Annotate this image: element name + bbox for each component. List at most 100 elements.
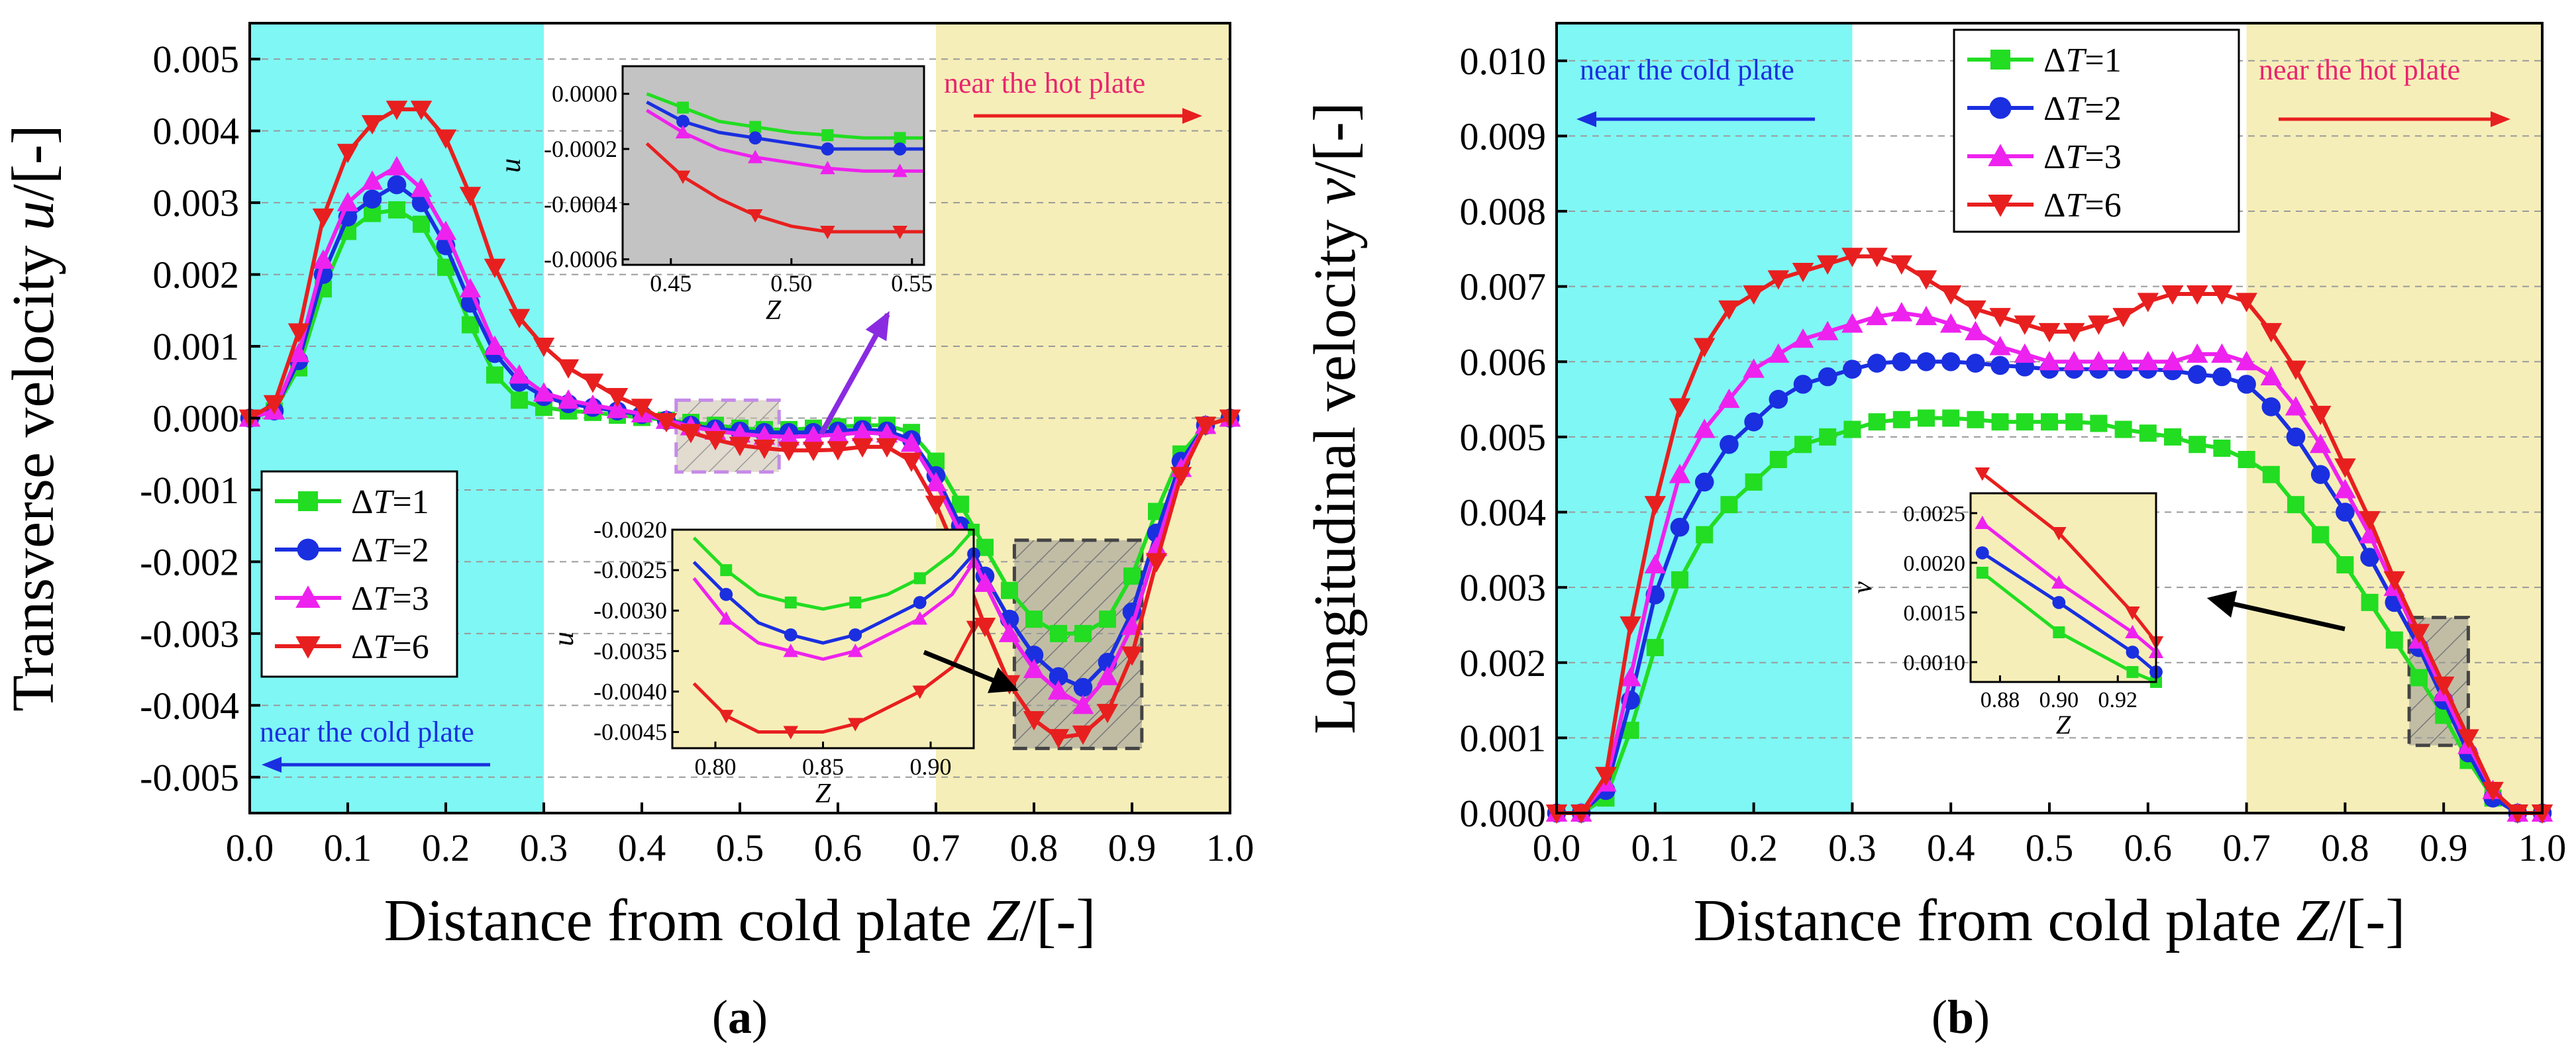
inset-point bbox=[747, 209, 763, 223]
data-point bbox=[1694, 472, 1714, 492]
data-point bbox=[263, 395, 285, 415]
data-point bbox=[2139, 424, 2157, 442]
data-point bbox=[533, 338, 555, 358]
data-point bbox=[1671, 571, 1688, 589]
legend-label: ΔT=2 bbox=[2043, 90, 2122, 128]
data-point bbox=[925, 495, 947, 515]
data-point bbox=[386, 101, 408, 121]
inset-pointer-head bbox=[865, 311, 890, 342]
data-point bbox=[1720, 496, 1738, 514]
inset-point bbox=[894, 132, 906, 144]
inset-x-label: Z bbox=[815, 779, 831, 809]
data-point bbox=[1767, 270, 1790, 290]
data-point bbox=[2164, 428, 2181, 446]
inset-point bbox=[892, 164, 907, 177]
inset-point bbox=[821, 129, 834, 142]
data-point bbox=[386, 156, 408, 175]
data-point bbox=[802, 425, 825, 445]
inset-point bbox=[2053, 626, 2065, 638]
data-point bbox=[2186, 343, 2208, 363]
data-point bbox=[2114, 420, 2132, 438]
data-point bbox=[2063, 322, 2085, 343]
data-point bbox=[388, 201, 405, 218]
data-point bbox=[1072, 695, 1094, 714]
legend-label: ΔT=1 bbox=[2043, 42, 2122, 79]
data-point bbox=[2408, 624, 2430, 644]
data-point bbox=[1718, 300, 1740, 320]
data-point bbox=[508, 364, 531, 384]
y-tick-label: -0.001 bbox=[140, 469, 239, 512]
inset-y-tick-label: 0.0010 bbox=[1904, 651, 1966, 675]
data-point bbox=[1745, 473, 1763, 491]
data-point bbox=[2334, 458, 2356, 478]
inset-y-label: u bbox=[547, 632, 580, 646]
data-point bbox=[1049, 667, 1068, 687]
data-point bbox=[1696, 526, 1714, 544]
inset-pointer-arrow bbox=[923, 650, 1019, 693]
data-point bbox=[582, 373, 604, 393]
data-point bbox=[1670, 517, 1690, 537]
data-point bbox=[2309, 405, 2332, 426]
data-point bbox=[1096, 704, 1119, 724]
x-tick-label: 0.8 bbox=[2321, 826, 2369, 869]
x-axis-label: Distance from cold plate Z/[-] bbox=[1694, 888, 2406, 953]
data-point bbox=[1918, 409, 1935, 427]
data-point bbox=[1818, 367, 1837, 387]
inset-x-tick-label: 0.55 bbox=[891, 270, 933, 297]
y-tick-label: 0.005 bbox=[153, 38, 240, 81]
inset-point bbox=[1975, 546, 1989, 559]
series-dT6 bbox=[238, 101, 1241, 749]
data-point bbox=[2041, 413, 2058, 431]
legend-label: ΔT=3 bbox=[351, 580, 429, 618]
inset-point bbox=[820, 226, 835, 240]
data-point bbox=[876, 423, 898, 443]
inset-point bbox=[719, 587, 733, 601]
data-point bbox=[287, 323, 310, 343]
data-point bbox=[1023, 658, 1045, 679]
x-tick-label: 0.4 bbox=[1927, 826, 1975, 869]
data-point bbox=[2482, 781, 2504, 802]
data-point bbox=[2212, 367, 2232, 387]
panel-caption: (a) bbox=[712, 991, 768, 1043]
x-tick-label: 0.0 bbox=[226, 826, 274, 869]
data-point bbox=[606, 399, 629, 418]
data-point bbox=[336, 144, 359, 164]
data-point bbox=[435, 220, 457, 240]
y-tick-label: -0.005 bbox=[140, 756, 239, 799]
legend: ΔT=1 ΔT=2 ΔT=3 ΔT=6 bbox=[260, 470, 458, 678]
data-point bbox=[1892, 352, 1912, 371]
inset-point bbox=[2052, 596, 2066, 609]
data-point bbox=[1620, 616, 1641, 636]
inset-point bbox=[676, 115, 690, 128]
data-point bbox=[1620, 667, 1641, 687]
hot-region bbox=[2246, 23, 2542, 813]
inset-y-tick-label: -0.0030 bbox=[593, 597, 667, 624]
data-point bbox=[2262, 465, 2280, 483]
x-tick-label: 0.9 bbox=[2420, 826, 2468, 869]
data-point bbox=[2238, 450, 2255, 468]
data-point bbox=[1941, 352, 1961, 371]
data-point bbox=[1072, 725, 1094, 745]
data-point bbox=[2260, 365, 2283, 386]
data-point bbox=[2385, 631, 2403, 649]
data-point bbox=[336, 191, 359, 212]
data-point bbox=[312, 249, 335, 269]
data-point bbox=[1867, 354, 1886, 373]
y-tick-label: 0.005 bbox=[1460, 416, 1547, 459]
data-point bbox=[1866, 248, 1888, 267]
legend-label: ΔT=6 bbox=[351, 628, 429, 666]
inset-series-line bbox=[646, 109, 924, 173]
data-point bbox=[1990, 356, 2010, 375]
inset-point bbox=[913, 596, 927, 609]
data-point bbox=[1096, 665, 1119, 685]
data-point bbox=[2285, 396, 2307, 416]
data-point bbox=[778, 426, 800, 446]
y-tick-label: 0.003 bbox=[1460, 566, 1547, 609]
cold-plate-annotation: near the cold plate bbox=[1580, 54, 1794, 86]
inset-b1: 0.88 0.90 0.92 0.0025 0.0020 0.0015 0.0010 Zv bbox=[1847, 467, 2345, 740]
y-tick-label: 0.009 bbox=[1460, 115, 1547, 158]
data-point bbox=[974, 572, 996, 592]
data-point bbox=[413, 215, 430, 233]
inset-point bbox=[748, 131, 762, 145]
inset-x-label: Z bbox=[2056, 710, 2071, 740]
